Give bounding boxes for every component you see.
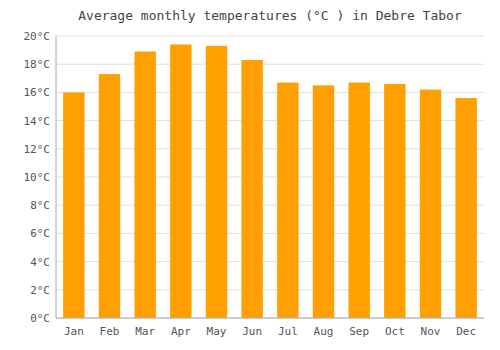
bar [420, 90, 441, 318]
x-tick-label: Feb [100, 325, 120, 338]
x-tick-label: Dec [456, 325, 476, 338]
bar [134, 52, 155, 318]
grid-line [56, 318, 484, 319]
x-tick-label: Aug [314, 325, 334, 338]
x-axis-line [56, 318, 484, 319]
y-tick-label: 20°C [24, 30, 51, 43]
y-tick-label: 4°C [30, 256, 50, 269]
bar [63, 92, 84, 318]
x-tick-label: May [207, 325, 227, 338]
x-tick-label: Jun [242, 325, 262, 338]
x-tick-label: Jan [64, 325, 84, 338]
x-tick-label: Oct [385, 325, 405, 338]
x-tick-label: Jul [278, 325, 298, 338]
grid-line [56, 36, 484, 37]
bar [170, 44, 191, 318]
y-tick-label: 8°C [30, 199, 50, 212]
chart-svg: Average monthly temperatures (°C ) in De… [0, 0, 500, 350]
x-tick-label: Apr [171, 325, 191, 338]
y-tick-label: 12°C [24, 143, 51, 156]
bar [384, 84, 405, 318]
chart-container: Average monthly temperatures (°C ) in De… [0, 0, 500, 350]
y-tick-label: 2°C [30, 284, 50, 297]
y-tick-label: 10°C [24, 171, 51, 184]
y-grid [56, 36, 484, 318]
bar [99, 74, 120, 318]
bar [313, 85, 334, 318]
y-tick-label: 6°C [30, 227, 50, 240]
chart-title: Average monthly temperatures (°C ) in De… [78, 8, 462, 23]
y-tick-label: 18°C [24, 58, 51, 71]
bar [206, 46, 227, 318]
bars [63, 44, 477, 318]
bar [277, 83, 298, 318]
x-tick-label: Mar [135, 325, 155, 338]
x-tick-label: Nov [421, 325, 441, 338]
y-tick-label: 16°C [24, 86, 51, 99]
y-axis-line [56, 36, 57, 318]
y-tick-label: 14°C [24, 115, 51, 128]
bar [241, 60, 262, 318]
bar [348, 83, 369, 318]
bar [455, 98, 476, 318]
grid-line [56, 64, 484, 65]
y-tick-label: 0°C [30, 312, 50, 325]
x-tick-label: Sep [349, 325, 369, 338]
